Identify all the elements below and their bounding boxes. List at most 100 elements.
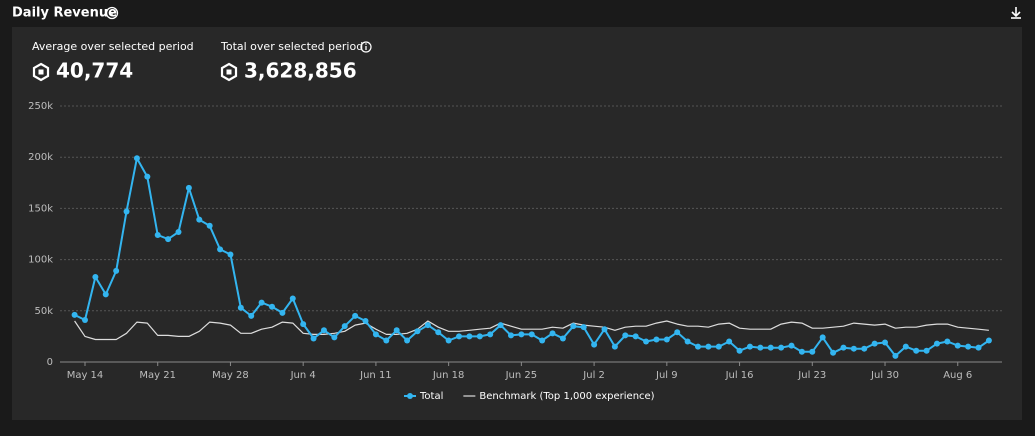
series-line [74,320,989,341]
data-point [414,328,421,335]
data-point [549,330,556,337]
data-point [746,343,753,350]
data-point [850,345,857,352]
legend-label: Total [419,391,443,402]
info-icon[interactable] [360,41,372,53]
download-icon[interactable] [1011,7,1021,19]
data-point [331,334,338,341]
data-point [591,341,598,348]
data-point [279,309,286,316]
data-point [965,343,972,350]
x-tick-label: Jun 4 [290,370,316,381]
data-point [767,344,774,351]
stat-value: 3,628,856 [244,59,357,83]
legend-label: Benchmark (Top 1,000 experience) [479,391,654,402]
data-point [383,337,390,344]
x-tick-label: Jul 2 [582,370,605,381]
y-tick-label: 200k [28,152,53,163]
y-tick-label: 0 [47,357,53,368]
data-point [954,342,961,349]
data-point [165,236,172,243]
data-point [840,344,847,351]
robux-icon [220,62,238,82]
x-tick-label: Aug 6 [943,370,972,381]
data-point [705,343,712,350]
data-point [788,342,795,349]
data-point [175,228,182,235]
x-tick-label: Jun 18 [432,370,465,381]
info-icon[interactable] [105,6,119,20]
x-tick-label: May 21 [139,370,176,381]
data-point [601,326,608,333]
panel-title: Daily Revenue [12,6,117,21]
data-point [632,333,639,340]
data-point [539,337,546,344]
data-point [933,340,940,347]
data-point [736,347,743,354]
data-point [341,323,348,330]
y-tick-label: 100k [28,255,53,266]
y-tick-label: 150k [28,203,53,214]
data-point [362,318,369,325]
x-tick-label: Jul 16 [725,370,754,381]
panel [12,27,1022,420]
data-point [985,337,992,344]
x-tick-label: May 28 [212,370,249,381]
data-point [944,338,951,345]
data-point [975,344,982,351]
data-point [102,291,109,298]
data-point [393,327,400,334]
data-point [372,331,379,338]
data-point [123,208,130,215]
data-point [445,337,452,344]
data-point [726,338,733,345]
data-point [757,344,764,351]
data-point [289,295,296,302]
data-point [300,321,307,328]
data-point [819,334,826,341]
data-point [258,299,265,306]
data-point [237,304,244,311]
data-point [580,324,587,331]
robux-icon [32,62,50,82]
data-point [663,336,670,343]
data-point [622,332,629,339]
stat-label: Average over selected period [32,40,194,53]
data-point [715,343,722,350]
data-point [466,333,473,340]
data-point [570,323,577,330]
data-point [559,335,566,342]
y-tick-label: 250k [28,101,53,112]
data-point [528,331,535,338]
data-point [476,333,483,340]
data-point [92,274,99,281]
x-tick-label: Jun 11 [359,370,392,381]
data-point [518,331,525,338]
data-point [154,232,161,239]
data-point [871,340,878,347]
data-point [902,343,909,350]
data-point [310,335,317,342]
data-point [892,352,899,359]
legend-marker [407,393,413,399]
data-point [81,317,88,324]
data-point [424,322,431,329]
stat-label: Total over selected period [220,40,363,53]
x-tick-label: Jul 23 [797,370,826,381]
data-point [830,349,837,356]
data-point [487,331,494,338]
data-point [798,348,805,355]
data-point [643,338,650,345]
data-point [456,333,463,340]
x-tick-label: Jul 9 [655,370,678,381]
data-point [684,338,691,345]
data-point [809,348,816,355]
x-tick-label: May 14 [67,370,104,381]
data-point [778,344,785,351]
x-tick-label: Jul 30 [870,370,899,381]
data-point [71,311,78,318]
data-point [185,184,192,191]
data-point [913,347,920,354]
data-point [269,303,276,310]
data-point [217,246,224,253]
